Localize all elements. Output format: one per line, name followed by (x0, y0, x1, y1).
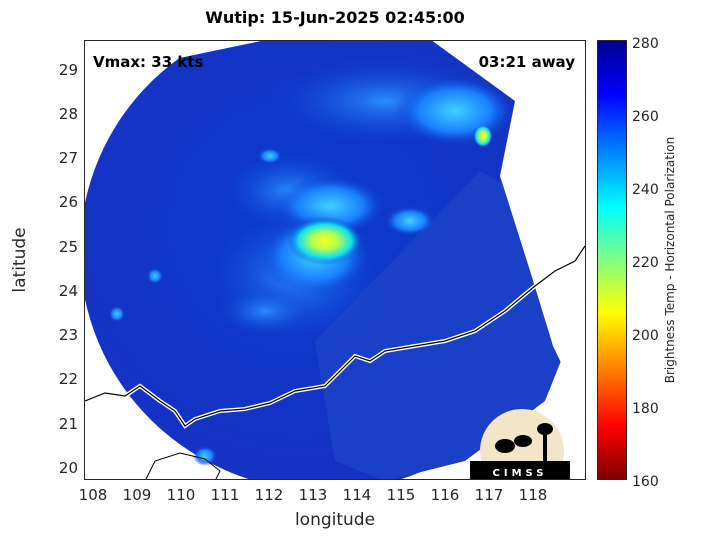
y-tick: 25 (58, 238, 78, 256)
x-tick: 118 (518, 486, 548, 504)
y-tick: 22 (58, 370, 78, 388)
map-title: Wutip: 15-Jun-2025 02:45:00 (205, 8, 465, 27)
colorbar (597, 40, 627, 480)
x-tick: 115 (386, 486, 416, 504)
x-tick: 116 (430, 486, 460, 504)
x-tick: 114 (342, 486, 372, 504)
colorbar-tick: 180 (632, 401, 659, 417)
x-tick: 109 (122, 486, 152, 504)
y-tick: 21 (58, 415, 78, 433)
brightness-temp-map: CIMSS (85, 41, 585, 479)
x-axis-label: longitude (294, 510, 376, 530)
map-plot-area: CIMSS Vmax: 33 kts 03:21 away (84, 40, 586, 480)
logo-text: CIMSS (493, 468, 548, 479)
y-axis-label: latitude (10, 227, 30, 293)
colorbar-label: Brightness Temp - Horizontal Polarizatio… (663, 136, 677, 384)
colorbar-tick: 240 (632, 182, 659, 198)
vmax-label: Vmax: 33 kts (93, 53, 204, 71)
x-tick: 111 (210, 486, 240, 504)
time-away-label: 03:21 away (478, 53, 575, 71)
colorbar-tick: 220 (632, 255, 659, 271)
x-tick: 108 (78, 486, 108, 504)
y-tick: 23 (58, 326, 78, 344)
y-tick: 24 (58, 282, 78, 300)
y-tick: 27 (58, 149, 78, 167)
y-tick: 26 (58, 193, 78, 211)
y-tick: 20 (58, 459, 78, 477)
y-tick: 29 (58, 61, 78, 79)
x-tick: 117 (474, 486, 504, 504)
colorbar-tick: 200 (632, 328, 659, 344)
x-tick: 113 (298, 486, 328, 504)
colorbar-tick: 160 (632, 474, 659, 490)
x-tick: 110 (166, 486, 196, 504)
colorbar-tick: 280 (632, 36, 659, 52)
x-tick: 112 (254, 486, 284, 504)
cimss-logo: CIMSS (470, 409, 570, 479)
y-tick: 28 (58, 105, 78, 123)
colorbar-tick: 260 (632, 109, 659, 125)
